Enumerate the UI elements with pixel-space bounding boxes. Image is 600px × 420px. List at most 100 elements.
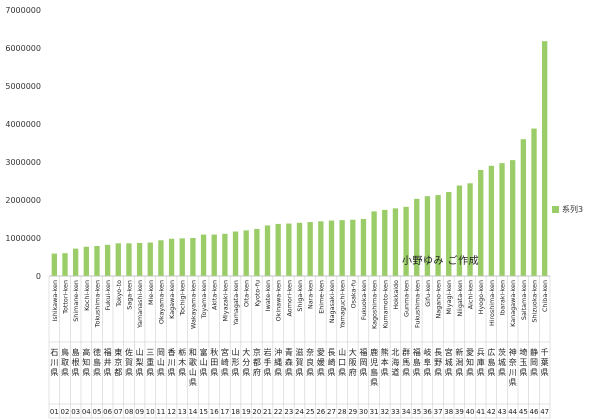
bar — [478, 169, 484, 276]
x-kanji-char: 愛 — [466, 347, 474, 357]
x-kanji-char: 長 — [327, 348, 335, 357]
x-number-label: 09 — [135, 408, 144, 416]
x-kanji-char: 県 — [402, 368, 410, 377]
x-kanji-char: 県 — [359, 368, 367, 377]
x-category-label: Tochigi-ken — [179, 280, 187, 317]
x-kanji-char: 群 — [402, 347, 410, 357]
x-kanji-char: 県 — [93, 368, 101, 377]
x-category-label: Yamagata-ken — [232, 280, 240, 326]
x-kanji-char: 府 — [349, 367, 357, 377]
bar — [222, 233, 228, 276]
x-kanji-char: 県 — [136, 368, 144, 377]
x-category-label: Aichi-ken — [467, 280, 475, 309]
bar — [446, 192, 452, 276]
x-kanji-char: 県 — [242, 368, 250, 377]
x-category-label: Toyama-ken — [200, 280, 208, 319]
x-number-label: 15 — [199, 408, 208, 416]
x-kanji-char: 庫 — [477, 357, 485, 367]
bar — [264, 225, 271, 276]
x-kanji-char: 岩 — [264, 347, 272, 357]
x-kanji-char: 県 — [434, 368, 442, 377]
x-kanji-char: 城 — [498, 358, 506, 367]
x-kanji-char: 城 — [445, 358, 453, 367]
x-kanji-char: 取 — [61, 358, 69, 367]
x-kanji-char: 島 — [93, 357, 101, 367]
x-kanji-char: 岡 — [359, 358, 367, 367]
x-category-label: Saga-ken — [125, 280, 133, 310]
y-tick-label: 0 — [36, 272, 41, 281]
x-category-label: Ishikawa-ken — [51, 280, 59, 321]
x-number-label: 40 — [466, 408, 475, 416]
x-kanji-char: 縄 — [274, 358, 282, 367]
x-number-label: 01 — [50, 408, 59, 416]
y-tick-label: 5000000 — [5, 82, 41, 91]
x-category-label: Tokushima-ken — [93, 280, 101, 328]
x-kanji-char: 県 — [157, 368, 165, 377]
x-kanji-char: 県 — [519, 368, 527, 377]
bar — [232, 231, 239, 276]
x-category-label: Shimane-ken — [72, 280, 80, 322]
x-number-label: 36 — [423, 408, 432, 416]
x-kanji-char: 葉 — [541, 357, 549, 367]
x-kanji-char: 玉 — [519, 358, 527, 367]
x-kanji-char: 県 — [168, 368, 176, 377]
bar — [531, 128, 537, 276]
x-category-label: Okinawa-ken — [275, 280, 283, 321]
x-number-label: 30 — [359, 408, 368, 416]
x-kanji-char: 県 — [338, 368, 346, 377]
x-number-label: 31 — [370, 408, 379, 416]
x-number-label: 45 — [519, 408, 528, 416]
x-kanji-char: 県 — [178, 368, 186, 377]
x-kanji-char: 都 — [253, 358, 261, 367]
x-kanji-char: 岡 — [530, 358, 538, 367]
x-kanji-char: 島 — [72, 347, 80, 357]
x-kanji-char: 田 — [210, 358, 218, 367]
x-kanji-char: 広 — [487, 347, 495, 357]
bar — [307, 222, 313, 276]
x-kanji-char: 県 — [210, 368, 218, 377]
x-category-label: Shiga-ken — [296, 280, 304, 312]
x-kanji-char: 海 — [391, 357, 399, 367]
x-number-label: 13 — [178, 408, 187, 416]
x-number-label: 18 — [231, 408, 240, 416]
x-number-label: 38 — [444, 408, 453, 416]
x-kanji-char: 山 — [338, 347, 346, 357]
x-kanji-char: 富 — [200, 347, 208, 357]
x-kanji-char: 県 — [296, 368, 304, 377]
y-tick-label: 7000000 — [5, 6, 41, 15]
x-number-label: 21 — [263, 408, 272, 416]
x-kanji-char: 徳 — [93, 347, 101, 357]
bar — [72, 248, 79, 276]
x-category-label: Yamanashi-ken — [136, 280, 144, 329]
x-kanji-char: 大 — [349, 347, 357, 357]
x-kanji-char: 川 — [50, 358, 58, 367]
x-kanji-char: 鹿 — [370, 347, 378, 357]
x-category-label: Wakayama-ken — [189, 280, 197, 329]
x-kanji-char: 県 — [509, 378, 517, 387]
x-category-label: Oita-ken — [243, 280, 251, 307]
x-number-label: 10 — [146, 408, 155, 416]
x-kanji-char: 香 — [168, 347, 176, 357]
x-category-label: Hyogo-ken — [477, 280, 485, 314]
author-annotation: 小野ゆみ ご作成 — [402, 256, 480, 267]
x-kanji-char: 阪 — [349, 358, 357, 367]
x-number-label: 11 — [156, 408, 165, 416]
x-number-label: 04 — [82, 408, 91, 416]
x-number-label: 27 — [327, 408, 336, 416]
bar — [382, 209, 388, 276]
bar — [158, 240, 164, 276]
x-number-label: 03 — [71, 408, 80, 416]
x-kanji-char: 愛 — [317, 347, 325, 357]
bar — [371, 211, 377, 276]
x-kanji-char: 木 — [178, 357, 186, 367]
x-kanji-char: 賀 — [125, 357, 133, 367]
x-kanji-char: 賀 — [296, 357, 304, 367]
x-category-label: Kochi-ken — [83, 280, 91, 311]
x-category-label: Yamaguchi-ken — [339, 280, 347, 329]
x-kanji-char: 県 — [466, 368, 474, 377]
x-kanji-char: 千 — [541, 347, 549, 357]
x-number-label: 26 — [316, 408, 325, 416]
x-kanji-char: 県 — [146, 368, 154, 377]
x-number-label: 14 — [188, 408, 197, 416]
